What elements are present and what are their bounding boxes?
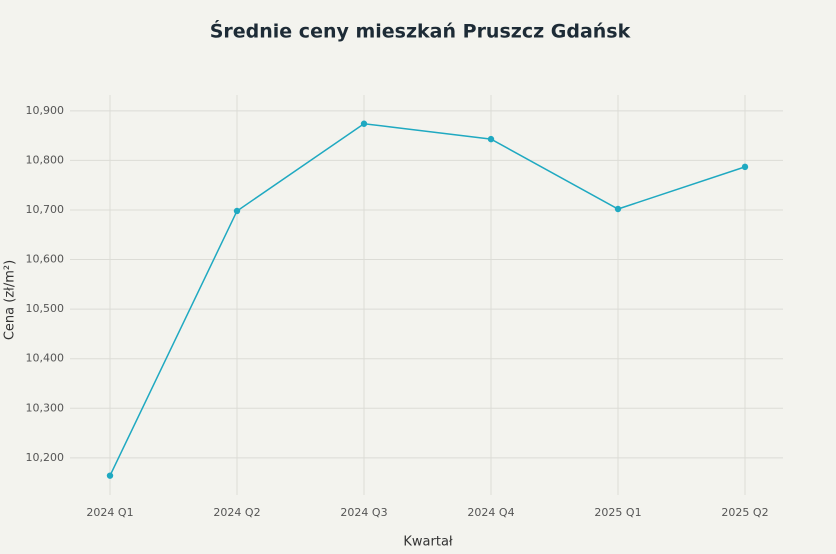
line	[109, 122, 746, 476]
chart-title: Średnie ceny mieszkań Pruszcz Gdańsk	[210, 19, 631, 43]
x-axis-label: Kwartał	[403, 535, 453, 550]
x-tick-label: 2024 Q3	[340, 506, 387, 519]
point	[614, 205, 622, 213]
x-tick-label: 2024 Q4	[467, 506, 514, 519]
point	[360, 120, 368, 127]
x-tick-label: 2024 Q2	[213, 506, 260, 519]
y-axis-label: Cena (zł/m²)	[3, 260, 18, 340]
x-tick-label: 2024 Q1	[86, 506, 133, 519]
y-tick-label: 10,500	[26, 302, 65, 315]
y-tick-label: 10,900	[26, 104, 65, 117]
y-tick-label: 10,200	[26, 451, 65, 464]
point	[106, 472, 114, 479]
point	[487, 135, 495, 143]
point	[233, 207, 241, 215]
point	[741, 163, 749, 171]
y-tick-label: 10,300	[26, 401, 65, 414]
y-tick-label: 10,400	[26, 352, 65, 365]
y-tick-label: 10,700	[26, 203, 65, 216]
y-tick-label: 10,600	[26, 253, 65, 266]
x-tick-label: 2025 Q1	[594, 506, 641, 519]
x-tick-label: 2025 Q2	[721, 506, 768, 519]
y-tick-label: 10,800	[26, 153, 65, 166]
